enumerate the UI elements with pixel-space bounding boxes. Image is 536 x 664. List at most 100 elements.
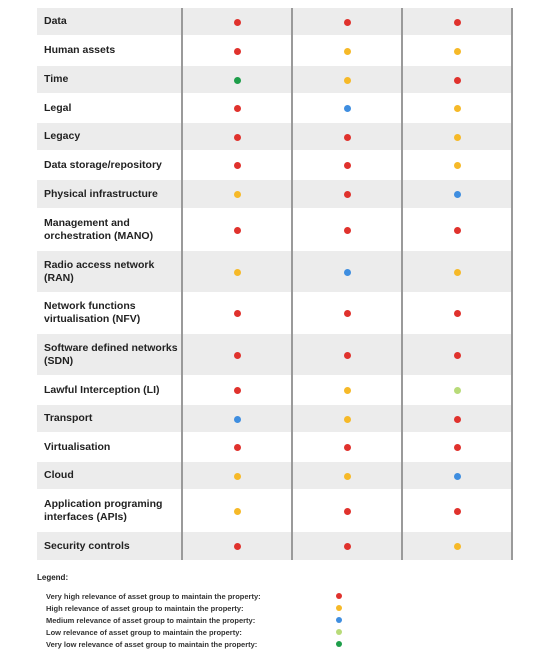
relevance-cell xyxy=(182,462,293,489)
relevance-cell xyxy=(402,35,511,66)
relevance-cell xyxy=(402,93,511,123)
table-row: Radio access network (RAN) xyxy=(37,251,511,292)
asset-group-label: Security controls xyxy=(37,532,183,560)
relevance-cell xyxy=(182,208,293,251)
relevance-dot-very-high xyxy=(453,444,461,451)
relevance-dot-high xyxy=(453,105,461,112)
asset-group-label: Transport xyxy=(37,405,183,432)
relevance-cell xyxy=(182,251,293,292)
relevance-cell xyxy=(182,66,293,93)
relevance-cell xyxy=(292,35,403,66)
relevance-dot-very-high xyxy=(233,444,241,451)
table-row: Lawful Interception (LI) xyxy=(37,375,511,405)
table-row: Data storage/repository xyxy=(37,150,511,180)
relevance-cell xyxy=(402,180,511,208)
relevance-dot-very-high xyxy=(343,133,351,141)
table-row: Network functions virtualisation (NFV) xyxy=(37,292,511,334)
relevance-dot-high xyxy=(233,507,241,515)
relevance-cell xyxy=(292,208,403,251)
relevance-cell xyxy=(292,66,403,93)
relevance-cell xyxy=(182,93,293,123)
relevance-dot-medium xyxy=(453,191,461,198)
table-row: Human assets xyxy=(37,35,511,66)
relevance-dot-very-low xyxy=(233,76,241,84)
relevance-cell xyxy=(182,432,293,462)
table-row: Security controls xyxy=(37,532,511,560)
relevance-dot-very-high xyxy=(343,226,351,234)
asset-relevance-table-frame: Data Human assets Time Legal Legacy Data stor… xyxy=(37,8,513,560)
relevance-dot-very-high xyxy=(343,18,351,26)
table-row: Application programing interfaces (APIs) xyxy=(37,489,511,532)
relevance-dot-high xyxy=(453,162,461,169)
relevance-dot-very-high xyxy=(343,543,351,550)
table-row: Time xyxy=(37,66,511,93)
relevance-dot-very-high xyxy=(453,18,461,26)
relevance-dot-very-high xyxy=(453,76,461,84)
relevance-cell xyxy=(292,150,403,180)
relevance-dot-very-high xyxy=(233,310,241,317)
relevance-cell xyxy=(402,334,511,375)
relevance-cell xyxy=(182,180,293,208)
relevance-cell xyxy=(182,123,293,150)
relevance-cell xyxy=(402,292,511,334)
legend-item-text: Medium relevance of asset group to maint… xyxy=(46,615,256,625)
legend-item-text: High relevance of asset group to maintai… xyxy=(46,603,244,613)
relevance-dot-high xyxy=(343,76,351,84)
relevance-dot-very-high xyxy=(453,507,461,515)
relevance-cell xyxy=(292,432,403,462)
relevance-cell xyxy=(182,489,293,532)
legend-item: Medium relevance of asset group to maint… xyxy=(37,614,357,626)
asset-group-label: Virtualisation xyxy=(37,432,183,462)
relevance-cell xyxy=(292,123,403,150)
relevance-cell xyxy=(182,334,293,375)
relevance-cell xyxy=(402,251,511,292)
relevance-dot-high xyxy=(453,268,461,276)
relevance-dot-high xyxy=(233,268,241,276)
asset-group-label: Legal xyxy=(37,93,183,123)
relevance-dot-medium xyxy=(343,268,351,276)
asset-group-label: Lawful Interception (LI) xyxy=(37,375,183,405)
relevance-dot-medium xyxy=(343,105,351,112)
table-row: Cloud xyxy=(37,462,511,489)
asset-group-label: Human assets xyxy=(37,35,183,66)
relevance-dot-high xyxy=(343,472,351,480)
legend: Legend: Very high relevance of asset gro… xyxy=(37,573,357,650)
relevance-cell xyxy=(182,375,293,405)
table-row: Virtualisation xyxy=(37,432,511,462)
relevance-dot-very-high xyxy=(233,133,241,141)
asset-group-label: Data xyxy=(37,8,183,35)
asset-group-label: Management and orchestration (MANO) xyxy=(37,208,183,251)
relevance-dot-very-high xyxy=(233,351,241,359)
relevance-dot-high xyxy=(233,191,241,198)
legend-dot-very-low xyxy=(336,641,342,647)
relevance-cell xyxy=(182,35,293,66)
asset-group-label: Data storage/repository xyxy=(37,150,183,180)
legend-item-text: Low relevance of asset group to maintain… xyxy=(46,627,242,637)
relevance-dot-very-high xyxy=(453,226,461,234)
relevance-cell xyxy=(402,405,511,432)
relevance-cell xyxy=(182,292,293,334)
legend-dot-high xyxy=(336,605,342,611)
asset-relevance-table: Data Human assets Time Legal Legacy Data stor… xyxy=(37,8,511,560)
asset-group-label: Physical infrastructure xyxy=(37,180,183,208)
relevance-dot-very-high xyxy=(453,351,461,359)
legend-dot-low xyxy=(336,629,342,635)
relevance-dot-high xyxy=(453,47,461,55)
relevance-dot-very-high xyxy=(343,191,351,198)
table-row: Physical infrastructure xyxy=(37,180,511,208)
legend-title: Legend: xyxy=(37,573,69,582)
asset-group-label: Cloud xyxy=(37,462,183,489)
relevance-dot-very-high xyxy=(453,310,461,317)
legend-item: Low relevance of asset group to maintain… xyxy=(37,626,357,638)
relevance-dot-very-high xyxy=(343,351,351,359)
relevance-dot-low xyxy=(453,387,461,394)
relevance-cell xyxy=(402,150,511,180)
relevance-cell xyxy=(292,292,403,334)
relevance-cell xyxy=(292,532,403,560)
relevance-cell xyxy=(292,180,403,208)
relevance-cell xyxy=(292,462,403,489)
relevance-cell xyxy=(402,489,511,532)
relevance-cell xyxy=(182,532,293,560)
relevance-dot-medium xyxy=(233,415,241,423)
asset-group-label: Legacy xyxy=(37,123,183,150)
